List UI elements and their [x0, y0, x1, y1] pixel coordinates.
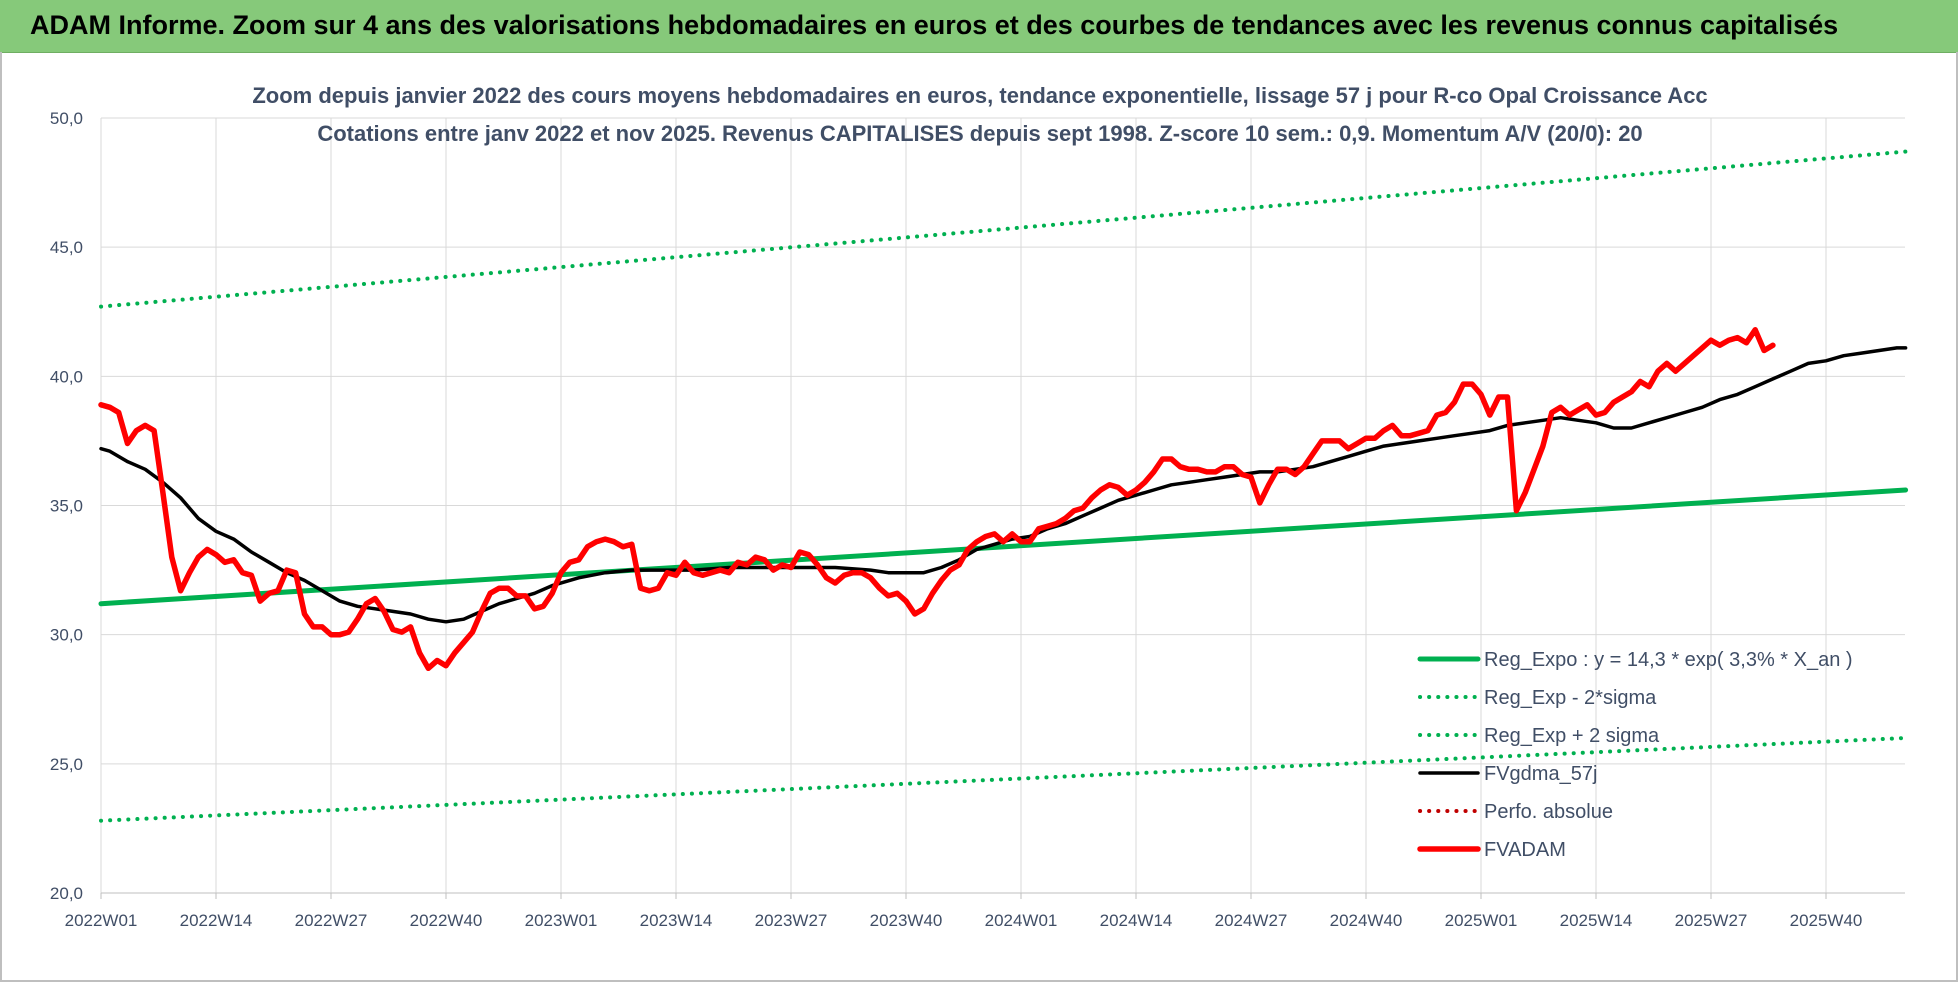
y-tick-label: 30,0: [50, 626, 83, 645]
x-tick-label: 2025W27: [1675, 911, 1748, 930]
chart-title-line1: Zoom depuis janvier 2022 des cours moyen…: [252, 83, 1707, 108]
x-tick-label: 2025W14: [1560, 911, 1633, 930]
x-tick-label: 2025W40: [1790, 911, 1863, 930]
x-tick-label: 2024W14: [1100, 911, 1173, 930]
y-tick-label: 40,0: [50, 367, 83, 386]
x-tick-label: 2022W40: [410, 911, 483, 930]
chart-axes: 20,0 25,0 30,0 35,0 40,0 45,0 50,0 2022W01 2022W…: [50, 109, 1905, 930]
x-tick-label: 2022W01: [65, 911, 138, 930]
legend-label-5: FVADAM: [1484, 839, 1566, 861]
x-tick-label: 2024W40: [1330, 911, 1403, 930]
series-line-3: [99, 346, 1908, 624]
chart-series: [98, 149, 1909, 823]
chart-legend: Reg_Expo : y = 14,3 * exp( 3,3% * X_an )…: [1417, 649, 1853, 861]
legend-label-2: Reg_Exp + 2 sigma: [1484, 725, 1660, 747]
x-tick-label: 2023W01: [525, 911, 598, 930]
header-banner: ADAM Informe. Zoom sur 4 ans des valoris…: [0, 0, 1958, 53]
x-tick-label: 2023W27: [755, 911, 828, 930]
series-line-1: [99, 736, 1908, 823]
series-line-2: [99, 149, 1908, 309]
x-tick-label: 2024W27: [1215, 911, 1288, 930]
legend-label-4: Perfo. absolue: [1484, 801, 1613, 823]
series-line-5: [98, 327, 1776, 672]
legend-label-0: Reg_Expo : y = 14,3 * exp( 3,3% * X_an ): [1484, 649, 1853, 671]
series-line-0: [98, 487, 1909, 607]
chart-frame: [0, 52, 1958, 982]
y-tick-label: 35,0: [50, 497, 83, 516]
legend-label-1: Reg_Exp - 2*sigma: [1484, 687, 1657, 709]
x-tick-label: 2022W14: [180, 911, 253, 930]
y-tick-label: 45,0: [50, 238, 83, 257]
banner-title: ADAM Informe. Zoom sur 4 ans des valoris…: [30, 10, 1839, 40]
chart-grid: [100, 117, 1905, 894]
x-tick-label: 2022W27: [295, 911, 368, 930]
y-tick-label: 20,0: [50, 884, 83, 903]
y-tick-label: 50,0: [50, 109, 83, 128]
legend-label-3: FVgdma_57j: [1484, 763, 1597, 785]
x-tick-label: 2024W01: [985, 911, 1058, 930]
x-tick-label: 2023W14: [640, 911, 713, 930]
y-tick-label: 25,0: [50, 755, 83, 774]
chart-title-line2: Cotations entre janv 2022 et nov 2025. R…: [317, 121, 1642, 146]
x-tick-label: 2023W40: [870, 911, 943, 930]
x-tick-label: 2025W01: [1445, 911, 1518, 930]
